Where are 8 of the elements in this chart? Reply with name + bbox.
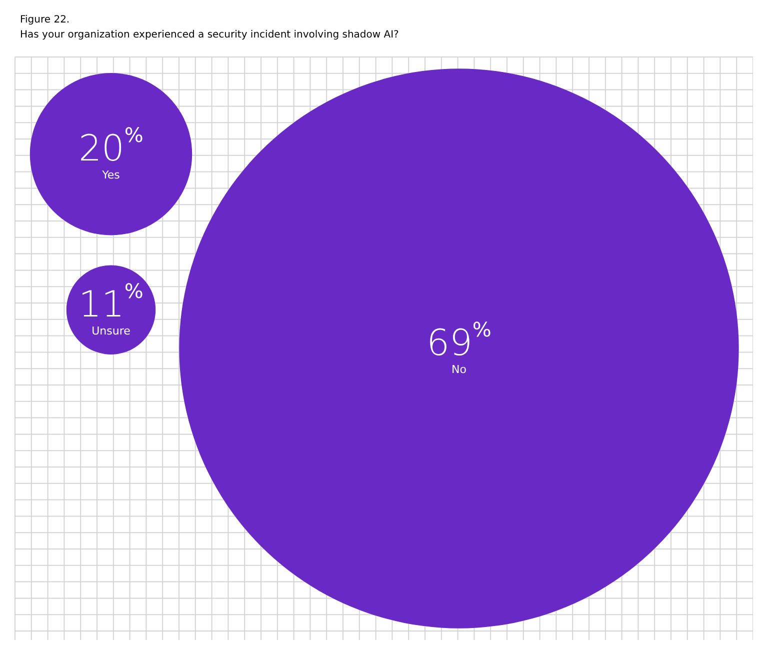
- text: Figure 22.: [20, 14, 70, 26]
- category-label: No: [452, 363, 467, 376]
- text: Has your organization experienced a security incident involving shadow AI?: [20, 30, 399, 40]
- data-label: 69%: [426, 318, 492, 364]
- category-label: Unsure: [92, 324, 131, 338]
- data-label: 11%: [78, 278, 144, 326]
- data-label: 20%: [78, 123, 144, 170]
- category-label: Yes: [101, 168, 120, 182]
